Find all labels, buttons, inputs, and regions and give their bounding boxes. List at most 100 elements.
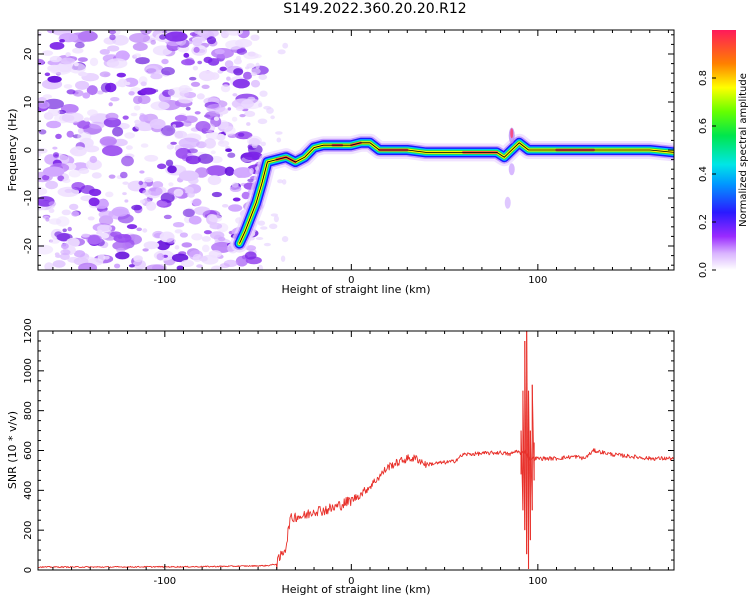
noise-blob <box>236 48 247 55</box>
noise-blob <box>223 259 238 267</box>
noise-blob <box>144 154 159 162</box>
frequency-ridge <box>230 127 674 253</box>
noise-blob <box>166 238 176 244</box>
noise-blob <box>174 130 188 139</box>
noise-blob <box>243 51 259 60</box>
noise-blob <box>81 233 90 238</box>
artifact-blob <box>504 196 511 209</box>
y-tick-label: -10 <box>23 190 34 206</box>
noise-blob <box>144 264 166 270</box>
noise-blob <box>172 124 176 128</box>
noise-blob <box>61 112 84 124</box>
noise-blob <box>213 116 220 121</box>
noise-blob <box>206 36 217 45</box>
colorbar-tick-label: 0.4 <box>698 166 709 182</box>
noise-blob <box>246 63 255 69</box>
noise-blob <box>225 30 243 36</box>
noise-blob <box>156 200 168 207</box>
noise-blob <box>52 260 66 268</box>
snr-plot-area <box>38 331 674 570</box>
colorbar-label: Normalized spectral amplitude <box>738 73 749 227</box>
noise-blob <box>42 50 54 56</box>
noise-blob <box>224 60 234 68</box>
noise-blob <box>47 30 55 34</box>
noise-blob <box>139 170 145 174</box>
noise-blob <box>57 175 65 182</box>
noise-blob <box>52 146 58 150</box>
noise-blob <box>99 232 110 239</box>
noise-blob <box>232 93 238 97</box>
noise-blob <box>211 265 223 270</box>
noise-blob <box>68 62 86 74</box>
noise-blob <box>128 264 135 268</box>
noise-blob <box>207 175 222 186</box>
noise-blob <box>126 224 138 230</box>
noise-blob <box>166 144 175 150</box>
noise-blob <box>77 128 84 134</box>
noise-blob <box>46 120 62 129</box>
x-tick-label: 100 <box>528 576 547 587</box>
noise-blob <box>213 57 221 62</box>
noise-blob <box>53 152 59 158</box>
noise-blob <box>122 181 129 185</box>
noise-blob <box>157 163 167 170</box>
noise-blob <box>87 216 95 221</box>
noise-blob <box>102 145 123 157</box>
noise-blob <box>52 69 59 74</box>
noise-blob <box>233 58 242 65</box>
noise-blob <box>251 141 258 149</box>
noise-blob <box>45 180 58 190</box>
noise-blob <box>226 76 231 81</box>
noise-blob <box>82 92 91 99</box>
noise-blob <box>89 155 98 164</box>
noise-blob <box>192 38 203 47</box>
noise-blob <box>195 121 211 132</box>
y-tick-label: 600 <box>23 441 34 460</box>
spectrogram-ylabel: Frequency (Hz) <box>6 109 19 192</box>
noise-blob <box>66 237 80 248</box>
noise-blob <box>73 250 86 258</box>
noise-blob <box>275 131 283 135</box>
y-tick-label: 800 <box>23 401 34 420</box>
noise-blob <box>55 133 62 139</box>
noise-blob <box>199 255 208 262</box>
noise-blob <box>96 90 104 95</box>
noise-blob <box>140 87 157 95</box>
noise-blob <box>204 138 216 149</box>
snr-line <box>38 448 674 570</box>
noise-blob <box>281 236 289 243</box>
noise-blob <box>45 217 50 222</box>
noise-blob <box>192 198 202 207</box>
noise-blob <box>210 231 225 240</box>
noise-blob <box>181 59 195 66</box>
noise-blob <box>105 112 119 121</box>
noise-blob <box>181 242 193 248</box>
noise-blob <box>133 105 141 111</box>
snr-spike <box>524 340 528 555</box>
noise-blob <box>193 46 200 53</box>
noise-blob <box>125 145 133 150</box>
noise-blob <box>108 102 113 107</box>
noise-blob <box>38 244 54 255</box>
noise-blob <box>149 118 166 129</box>
noise-blob <box>139 114 149 122</box>
noise-blob <box>270 115 275 120</box>
noise-blob <box>74 42 85 49</box>
noise-blob <box>71 211 80 217</box>
noise-blob <box>277 179 284 184</box>
noise-blob <box>167 165 177 174</box>
noise-blob <box>182 208 195 218</box>
noise-blob <box>174 229 183 234</box>
noise-blob <box>250 79 261 88</box>
noise-blob <box>136 227 142 232</box>
y-tick-label: 0 <box>23 567 34 573</box>
noise-blob <box>191 233 203 241</box>
noise-blob <box>178 85 191 94</box>
snr-ylabel: SNR (10 * v/v) <box>6 411 19 489</box>
noise-blob <box>146 201 157 211</box>
noise-blob <box>124 132 135 139</box>
noise-blob <box>115 81 124 87</box>
noise-blob <box>170 141 177 145</box>
noise-blob <box>133 53 142 58</box>
